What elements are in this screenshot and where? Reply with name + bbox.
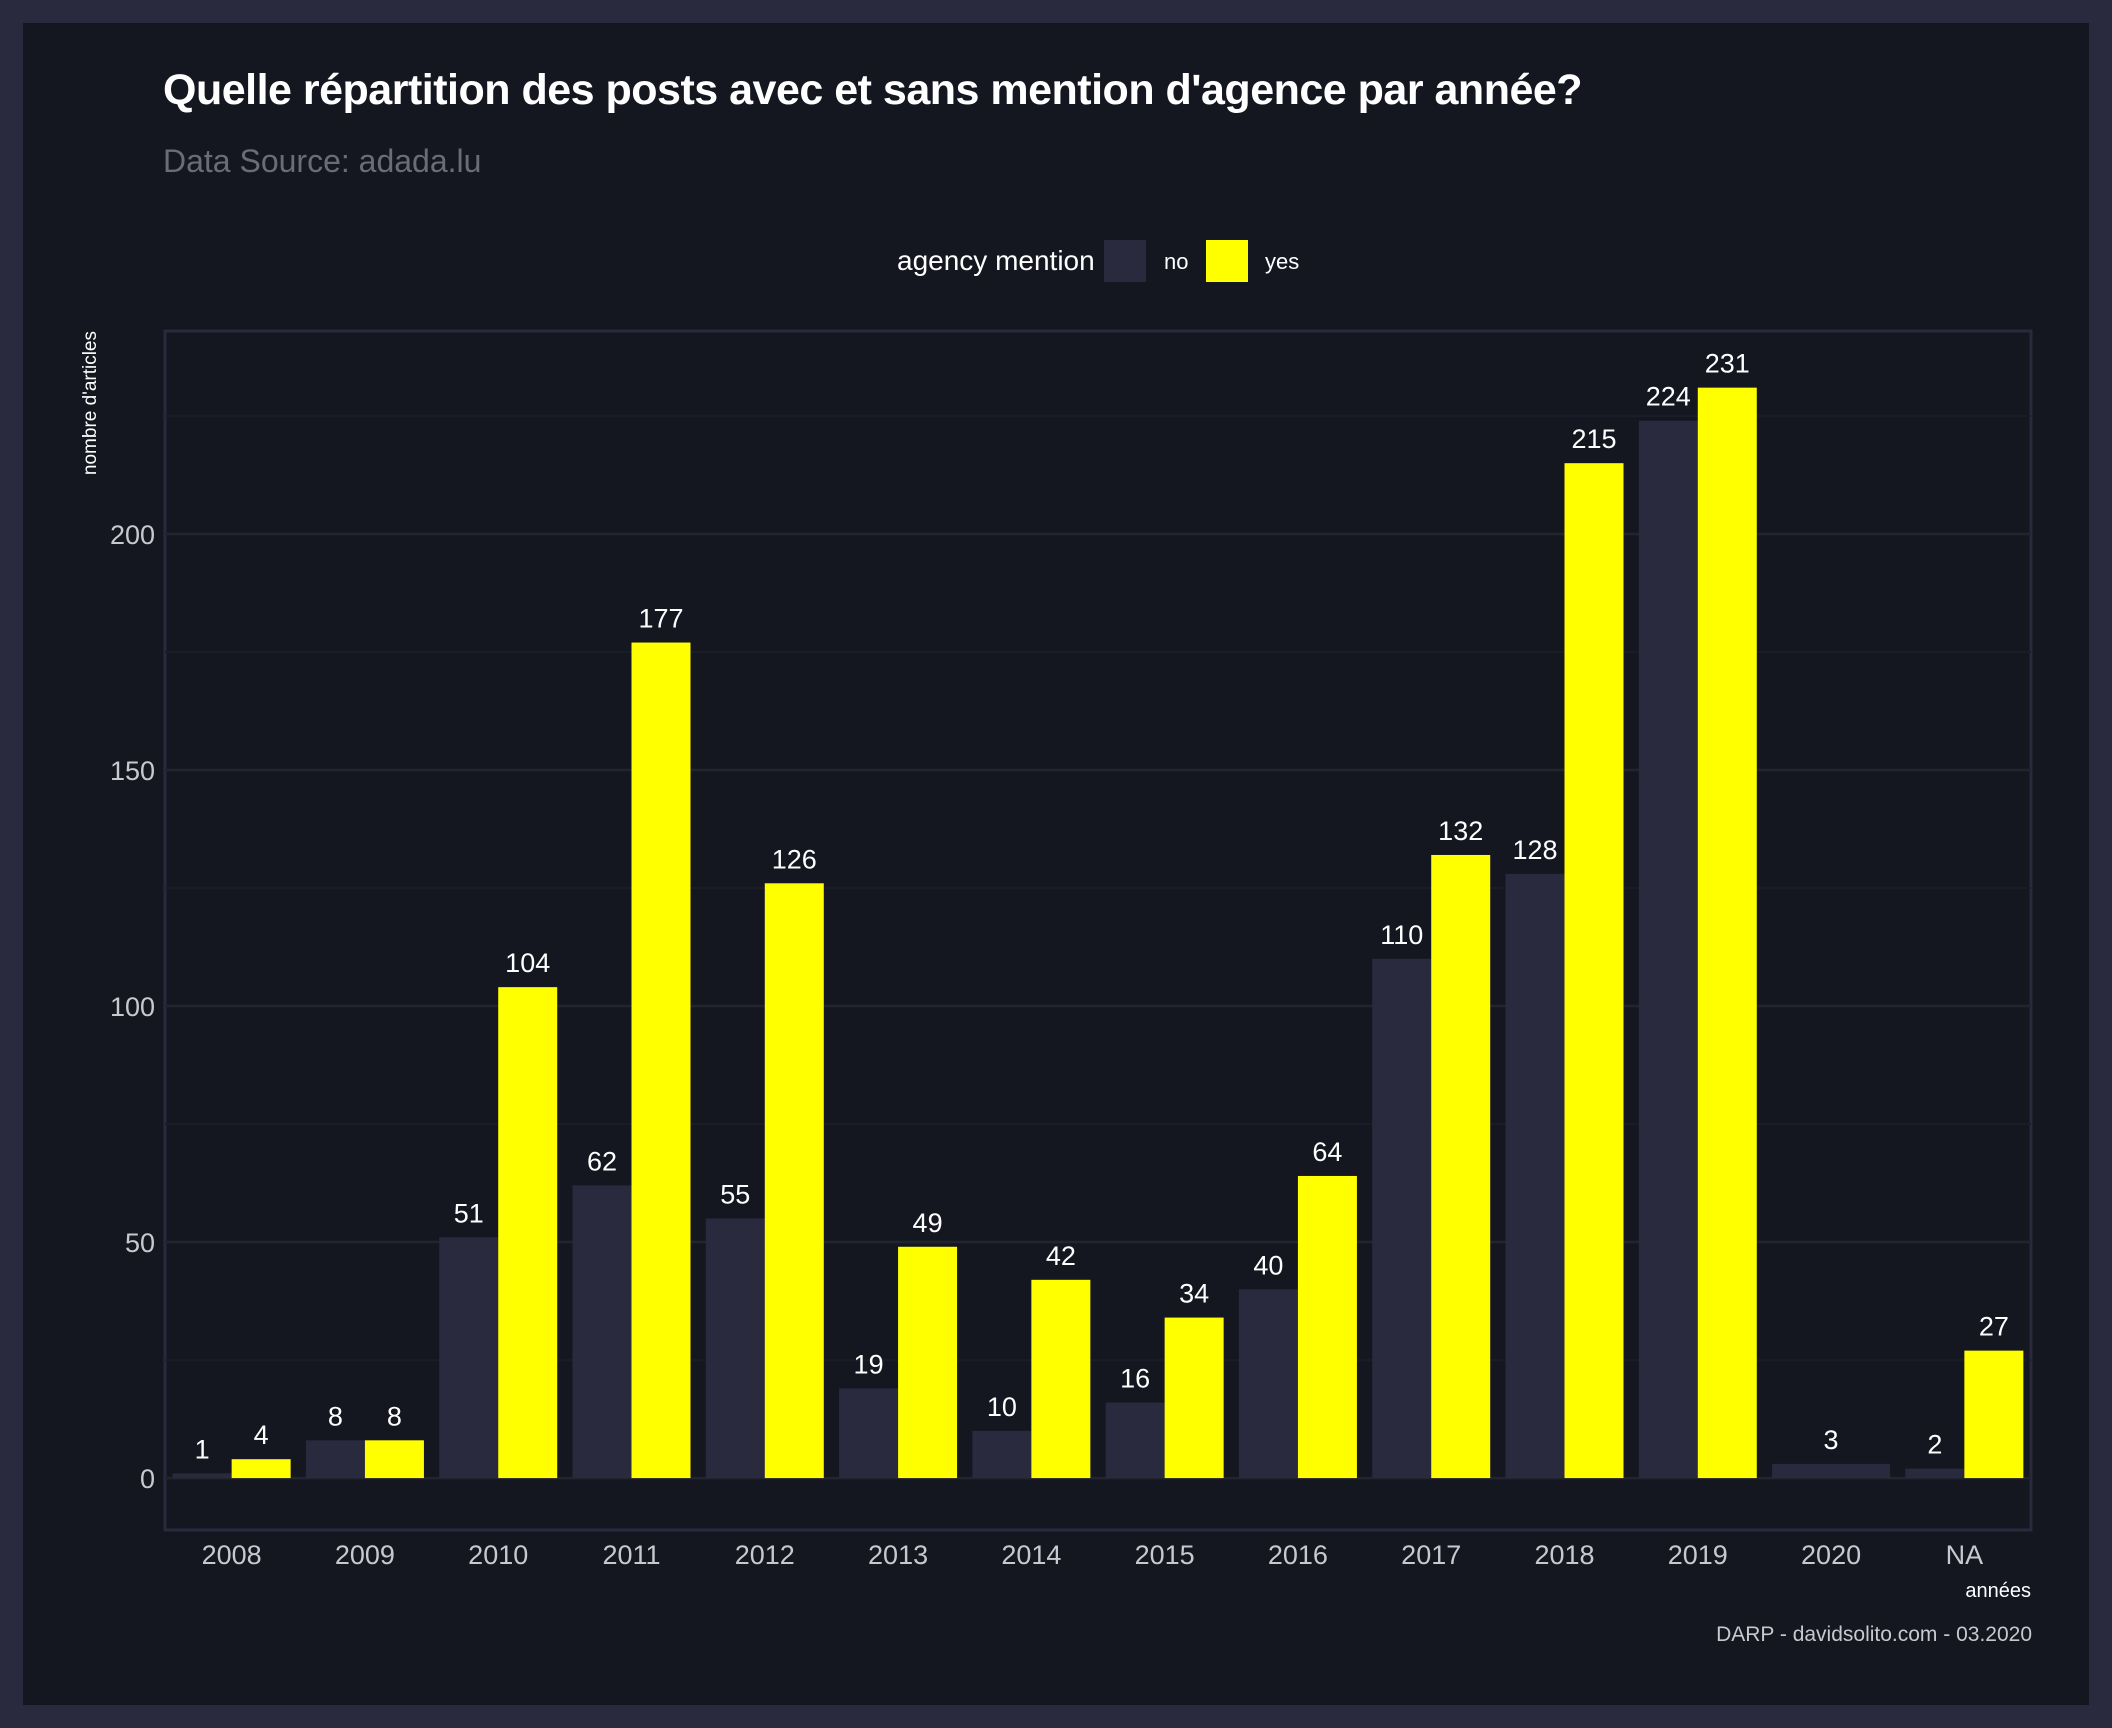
x-tick-label: 2014 (1001, 1540, 1061, 1570)
chart-subtitle: Data Source: adada.lu (163, 143, 482, 179)
bar-value-label: 10 (987, 1392, 1017, 1422)
bar-no (1372, 958, 1432, 1479)
y-tick-label: 200 (110, 520, 155, 550)
bar-no (1505, 873, 1565, 1479)
bar-yes (231, 1459, 291, 1479)
y-tick-label: 100 (110, 992, 155, 1022)
bar-value-label: 8 (387, 1401, 402, 1431)
bar-value-label: 19 (854, 1349, 884, 1379)
bar-value-label: 16 (1120, 1364, 1150, 1394)
bar-value-label: 4 (254, 1420, 269, 1450)
bar-yes (631, 642, 691, 1479)
bar-yes (1564, 463, 1624, 1479)
x-tick-label: 2015 (1135, 1540, 1195, 1570)
bar-value-label: 27 (1979, 1312, 2009, 1342)
bar-value-label: 1 (195, 1434, 210, 1464)
bar-yes (764, 883, 824, 1479)
y-tick-label: 50 (125, 1228, 155, 1258)
x-tick-label: 2018 (1534, 1540, 1594, 1570)
bar-value-label: 8 (328, 1401, 343, 1431)
bar-value-label: 224 (1646, 382, 1691, 412)
bar-yes (1297, 1175, 1357, 1479)
bar-value-label: 177 (638, 604, 683, 634)
bar-value-label: 34 (1179, 1279, 1209, 1309)
bar-value-label: 110 (1380, 920, 1423, 950)
bar-no (305, 1440, 365, 1479)
bar-value-label: 231 (1705, 349, 1750, 379)
legend-label-no: no (1164, 249, 1189, 274)
chart-caption: DARP - davidsolito.com - 03.2020 (1716, 1623, 2032, 1646)
x-tick-label: NA (1946, 1540, 1984, 1570)
bar-no (839, 1388, 899, 1479)
legend-label-yes: yes (1265, 249, 1300, 274)
bar-value-label: 51 (454, 1198, 484, 1228)
bar-no (572, 1185, 632, 1479)
bar-yes (1964, 1350, 2024, 1479)
bar-yes (1431, 854, 1491, 1479)
bar-value-label: 42 (1046, 1241, 1076, 1271)
bar-no (1772, 1463, 1891, 1479)
bar-value-label: 62 (587, 1146, 617, 1176)
bar-yes (364, 1440, 424, 1479)
x-tick-label: 2010 (468, 1540, 528, 1570)
bar-yes (1164, 1317, 1224, 1479)
bar-value-label: 128 (1512, 835, 1557, 865)
bar-value-label: 215 (1571, 424, 1616, 454)
bar-value-label: 104 (505, 948, 550, 978)
x-axis-title: années (1965, 1580, 2031, 1602)
chart-title: Quelle répartition des posts avec et san… (163, 66, 1583, 114)
bar-value-label: 126 (772, 844, 817, 874)
y-tick-label: 150 (110, 756, 155, 786)
bar-no (1238, 1289, 1298, 1479)
x-tick-label: 2019 (1668, 1540, 1728, 1570)
x-tick-label: 2020 (1801, 1540, 1861, 1570)
bar-value-label: 64 (1312, 1137, 1342, 1167)
x-tick-label: 2012 (735, 1540, 795, 1570)
bar-yes (498, 987, 558, 1479)
bar-no (1638, 420, 1698, 1479)
x-tick-label: 2008 (202, 1540, 262, 1570)
x-tick-label: 2017 (1401, 1540, 1461, 1570)
bar-yes (898, 1246, 958, 1479)
x-tick-label: 2013 (868, 1540, 928, 1570)
legend-key-no (1104, 240, 1146, 282)
y-tick-label: 0 (140, 1464, 155, 1494)
legend-key-yes (1206, 240, 1248, 282)
x-tick-label: 2016 (1268, 1540, 1328, 1570)
bar-no (972, 1430, 1032, 1479)
bar-yes (1031, 1279, 1091, 1479)
bar-yes (1697, 387, 1757, 1479)
bar-no (1905, 1468, 1965, 1479)
bar-no (705, 1218, 765, 1479)
bar-value-label: 132 (1438, 816, 1483, 846)
x-tick-label: 2011 (602, 1540, 660, 1570)
bar-value-label: 3 (1824, 1425, 1839, 1455)
bar-no (439, 1237, 499, 1479)
bar-value-label: 2 (1927, 1430, 1942, 1460)
bar-value-label: 55 (720, 1179, 750, 1209)
y-axis-title: nombre d'articles (80, 331, 101, 475)
x-tick-label: 2009 (335, 1540, 395, 1570)
bar-value-label: 49 (913, 1208, 943, 1238)
bar-value-label: 40 (1253, 1250, 1283, 1280)
legend-title: agency mention (897, 245, 1095, 276)
bar-no (1105, 1402, 1165, 1479)
bar-no (172, 1473, 232, 1479)
